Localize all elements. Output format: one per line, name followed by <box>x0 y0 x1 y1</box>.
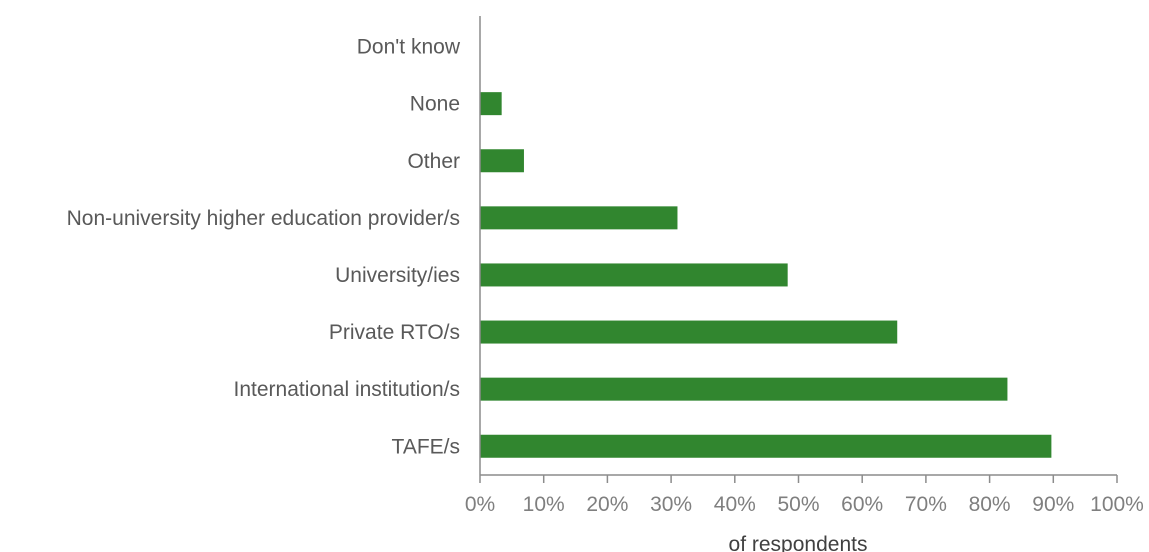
x-tick-label: 80% <box>969 493 1011 516</box>
x-tick-label: 0% <box>465 493 495 516</box>
x-tick-labels: 0% 10% 20% 30% 40% 50% 60% 70% 80% 90% 100% <box>465 493 1144 516</box>
x-tick-label: 60% <box>841 493 883 516</box>
bar <box>480 263 788 287</box>
category-label: Other <box>407 150 460 173</box>
x-tick-label: 50% <box>777 493 819 516</box>
x-tick-label: 20% <box>586 493 628 516</box>
category-label: Private RTO/s <box>329 321 460 344</box>
bars-group <box>480 92 1052 458</box>
category-label: Non-university higher education provider… <box>67 207 460 230</box>
x-tick-label: 100% <box>1090 493 1144 516</box>
x-tick-label: 90% <box>1032 493 1074 516</box>
bar <box>480 149 524 173</box>
bar <box>480 320 898 344</box>
category-label: Don't know <box>357 36 461 59</box>
x-axis-title: of respondents <box>729 533 868 552</box>
bar <box>480 434 1052 458</box>
category-label: International institution/s <box>234 378 460 401</box>
axes-group <box>479 16 1118 483</box>
category-label: TAFE/s <box>392 435 460 458</box>
category-labels: Don't know None Other Non-university higher… <box>67 36 461 459</box>
bar <box>480 92 502 116</box>
category-label: University/ies <box>335 264 460 287</box>
category-label: None <box>410 93 460 116</box>
x-tick-label: 70% <box>905 493 947 516</box>
bar <box>480 377 1008 401</box>
x-tick-label: 10% <box>523 493 565 516</box>
x-tick-label: 40% <box>714 493 756 516</box>
x-tick-label: 30% <box>650 493 692 516</box>
bar <box>480 206 678 230</box>
